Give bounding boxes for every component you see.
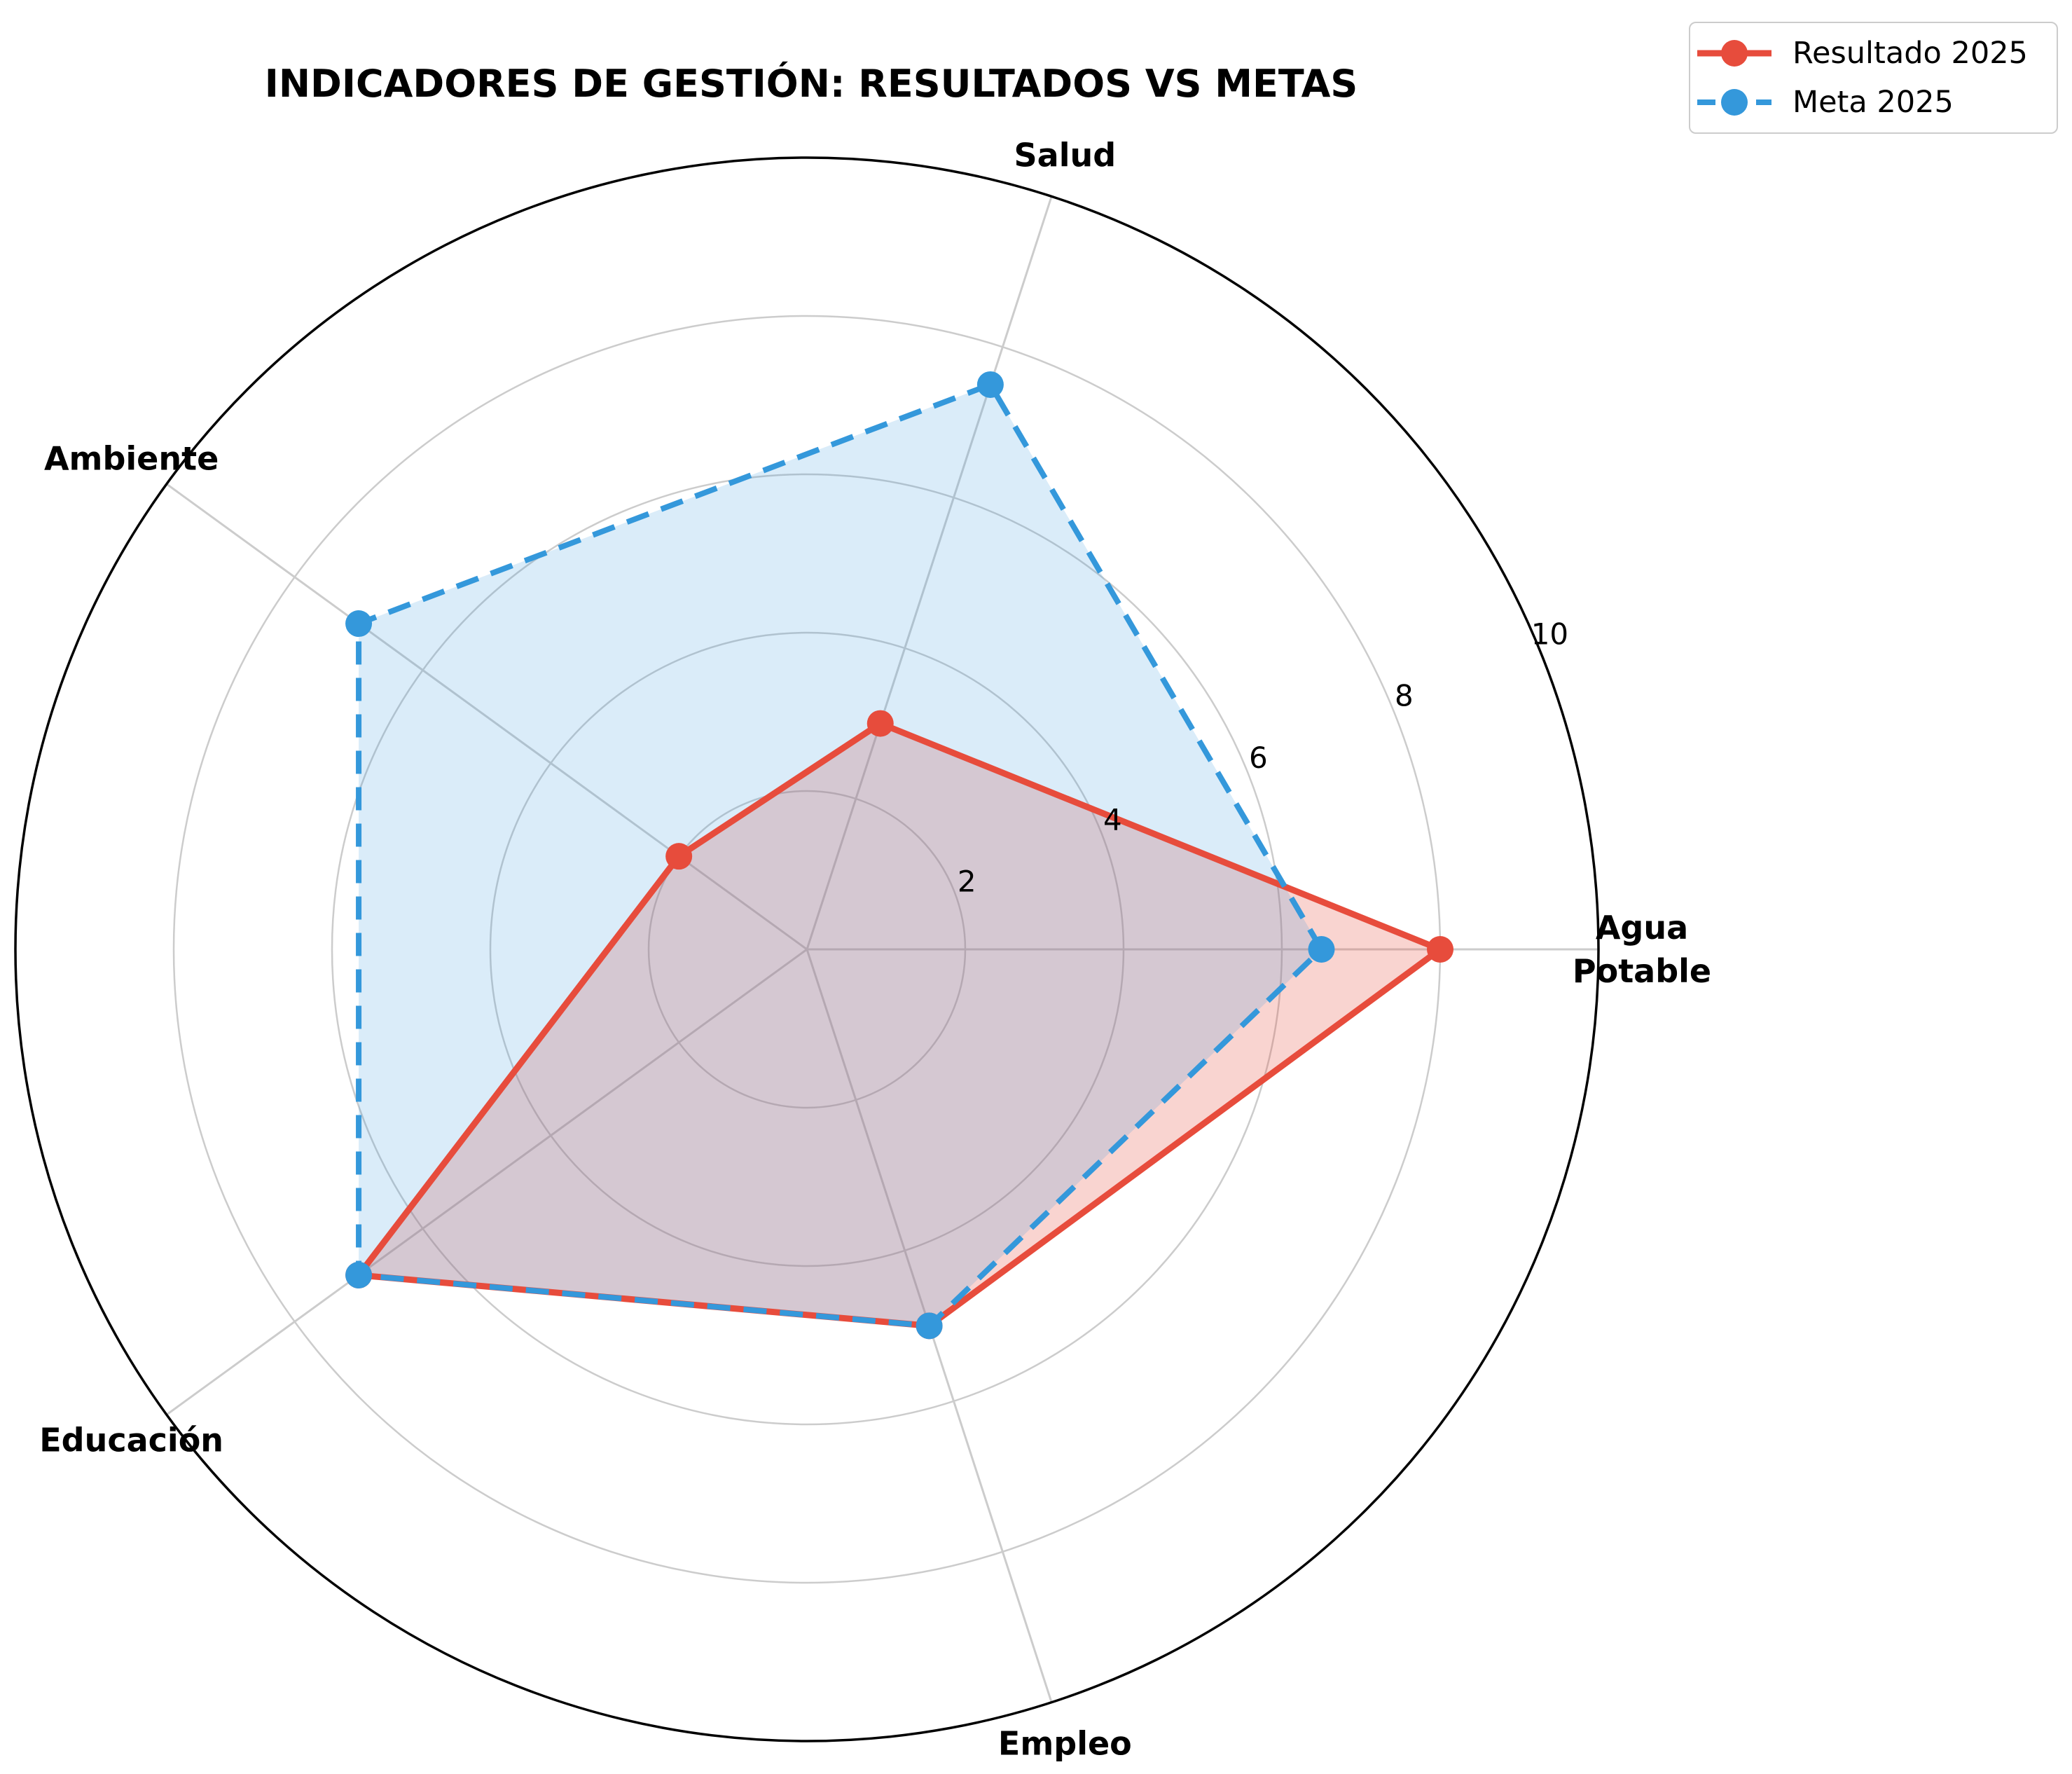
marker-meta-agua-potable: [1308, 936, 1335, 963]
marker-resultado-salud: [866, 710, 894, 737]
series-line-meta: [356, 381, 1325, 1329]
radial-tick-label-8: 8: [1395, 679, 1414, 713]
legend-swatch-resultado-line-marker-icon: [1697, 40, 1771, 67]
radial-tick-label-2: 2: [958, 865, 976, 899]
radial-tick-label-6: 6: [1249, 741, 1268, 775]
legend-label-meta: Meta 2025: [1793, 85, 1954, 120]
marker-meta-ambiente: [345, 610, 373, 638]
legend-item-resultado: Resultado 2025: [1696, 36, 2047, 71]
axis-label-agua-potable: Agua Potable: [1573, 909, 1711, 990]
marker-resultado-agua-potable: [1427, 936, 1453, 963]
axis-label-salud: Salud: [1014, 136, 1117, 174]
legend-item-meta: Meta 2025: [1696, 85, 2047, 120]
legend-label-resultado: Resultado 2025: [1793, 36, 2028, 71]
marker-meta-salud: [976, 371, 1004, 398]
legend-swatch-meta-line-marker-icon: [1697, 89, 1771, 116]
radar-spoke-ambiente: [165, 483, 808, 951]
axis-label-empleo: Empleo: [998, 1725, 1132, 1763]
axis-label-ambiente: Ambiente: [44, 439, 219, 477]
series-fill-meta: [359, 384, 1322, 1326]
chart-title: INDICADORES DE GESTIÓN: RESULTADOS VS ME…: [264, 62, 1358, 106]
radar-outer-spine: [14, 156, 1600, 1742]
axis-label-educacion: Educación: [39, 1422, 223, 1459]
series-line-resultado: [355, 720, 1444, 1329]
radial-tick-label-10: 10: [1531, 617, 1568, 651]
radar-spoke-salud: [806, 195, 1053, 950]
radial-tick-label-4: 4: [1103, 802, 1122, 837]
legend: Resultado 2025 Meta 2025: [1689, 22, 2058, 134]
marker-resultado-ambiente: [665, 843, 693, 870]
series-fill-resultado: [359, 723, 1440, 1326]
marker-meta-educacion: [345, 1261, 373, 1288]
marker-meta-empleo: [916, 1312, 943, 1340]
radar-spoke-educacion: [165, 948, 808, 1416]
